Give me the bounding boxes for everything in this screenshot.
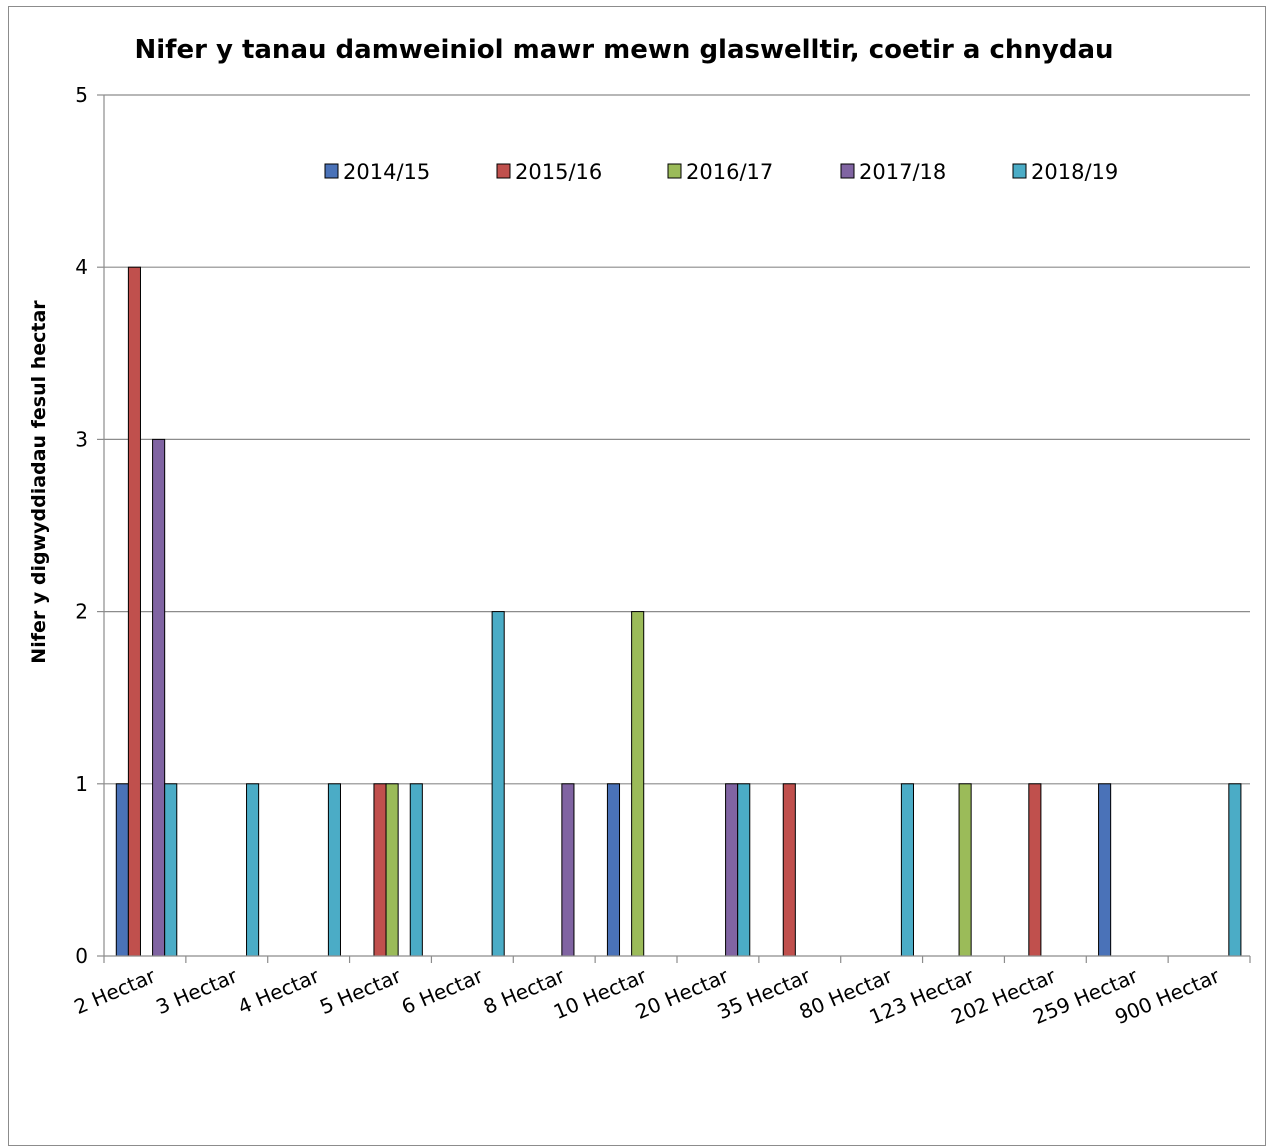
x-tick-label-1: 3 Hectar — [152, 963, 241, 1019]
bar-2016-17-3 — [385, 783, 399, 957]
legend-swatch-2 — [667, 163, 682, 179]
x-tick-label-3: 5 Hectar — [316, 963, 405, 1019]
bar-2018-19-0 — [164, 783, 178, 957]
bars — [115, 266, 1242, 957]
bar-2018-19-13 — [1228, 783, 1242, 957]
legend-label-1: 2015/16 — [515, 160, 602, 184]
x-tick-label-6: 10 Hectar — [550, 963, 651, 1024]
y-tick-label-0: 0 — [75, 944, 88, 968]
legend: 2014/15 2015/16 2016/17 2017/18 2018/19 — [324, 160, 1118, 184]
bar-2018-19-4 — [491, 611, 505, 957]
y-tick-label-1: 1 — [75, 772, 88, 796]
bar-2014-15-6 — [606, 783, 621, 957]
bar-2016-17-6 — [631, 611, 645, 957]
gridlines — [104, 94, 1250, 785]
x-tick-label-0: 2 Hectar — [71, 963, 160, 1019]
y-tick-label-5: 5 — [75, 83, 88, 107]
bar-2017-18-7 — [725, 783, 739, 957]
bar-2015-16-3 — [373, 783, 387, 957]
bar-2015-16-8 — [782, 783, 796, 957]
y-tick-label-4: 4 — [75, 255, 88, 279]
x-tick-label-2: 4 Hectar — [234, 963, 323, 1019]
legend-swatch-4 — [1012, 163, 1027, 179]
bar-2017-18-5 — [561, 783, 575, 957]
bar-2018-19-9 — [900, 783, 914, 957]
legend-swatch-0 — [324, 163, 339, 179]
y-axis-label: Nifer y digwyddiadau fesul hectar — [28, 300, 50, 664]
bar-2018-19-3 — [409, 783, 423, 957]
y-tick-label-2: 2 — [75, 600, 88, 624]
bar-2016-17-10 — [958, 783, 972, 957]
bar-2015-16-11 — [1028, 783, 1042, 957]
x-tick-label-4: 6 Hectar — [398, 963, 487, 1019]
legend-label-3: 2017/18 — [859, 160, 946, 184]
bar-2018-19-1 — [246, 783, 260, 957]
bar-2015-16-0 — [127, 266, 141, 957]
bar-2017-18-0 — [152, 438, 166, 957]
bar-2014-15-0 — [115, 783, 129, 957]
bar-2018-19-2 — [327, 783, 341, 957]
legend-label-0: 2014/15 — [343, 160, 430, 184]
legend-swatch-3 — [840, 163, 855, 179]
x-tick-label-7: 20 Hectar — [632, 963, 733, 1024]
bar-2014-15-12 — [1098, 783, 1112, 957]
x-tick-label-8: 35 Hectar — [714, 963, 815, 1024]
legend-label-4: 2018/19 — [1031, 160, 1118, 184]
axes — [103, 95, 1251, 963]
y-tick-label-3: 3 — [75, 427, 88, 451]
y-tick-labels: 0 1 2 3 4 5 — [75, 83, 104, 968]
chart-title: Nifer y tanau damweiniol mawr mewn glasw… — [134, 35, 1113, 65]
legend-label-2: 2016/17 — [686, 160, 773, 184]
bar-2018-19-7 — [737, 783, 751, 957]
legend-swatch-1 — [496, 163, 511, 179]
